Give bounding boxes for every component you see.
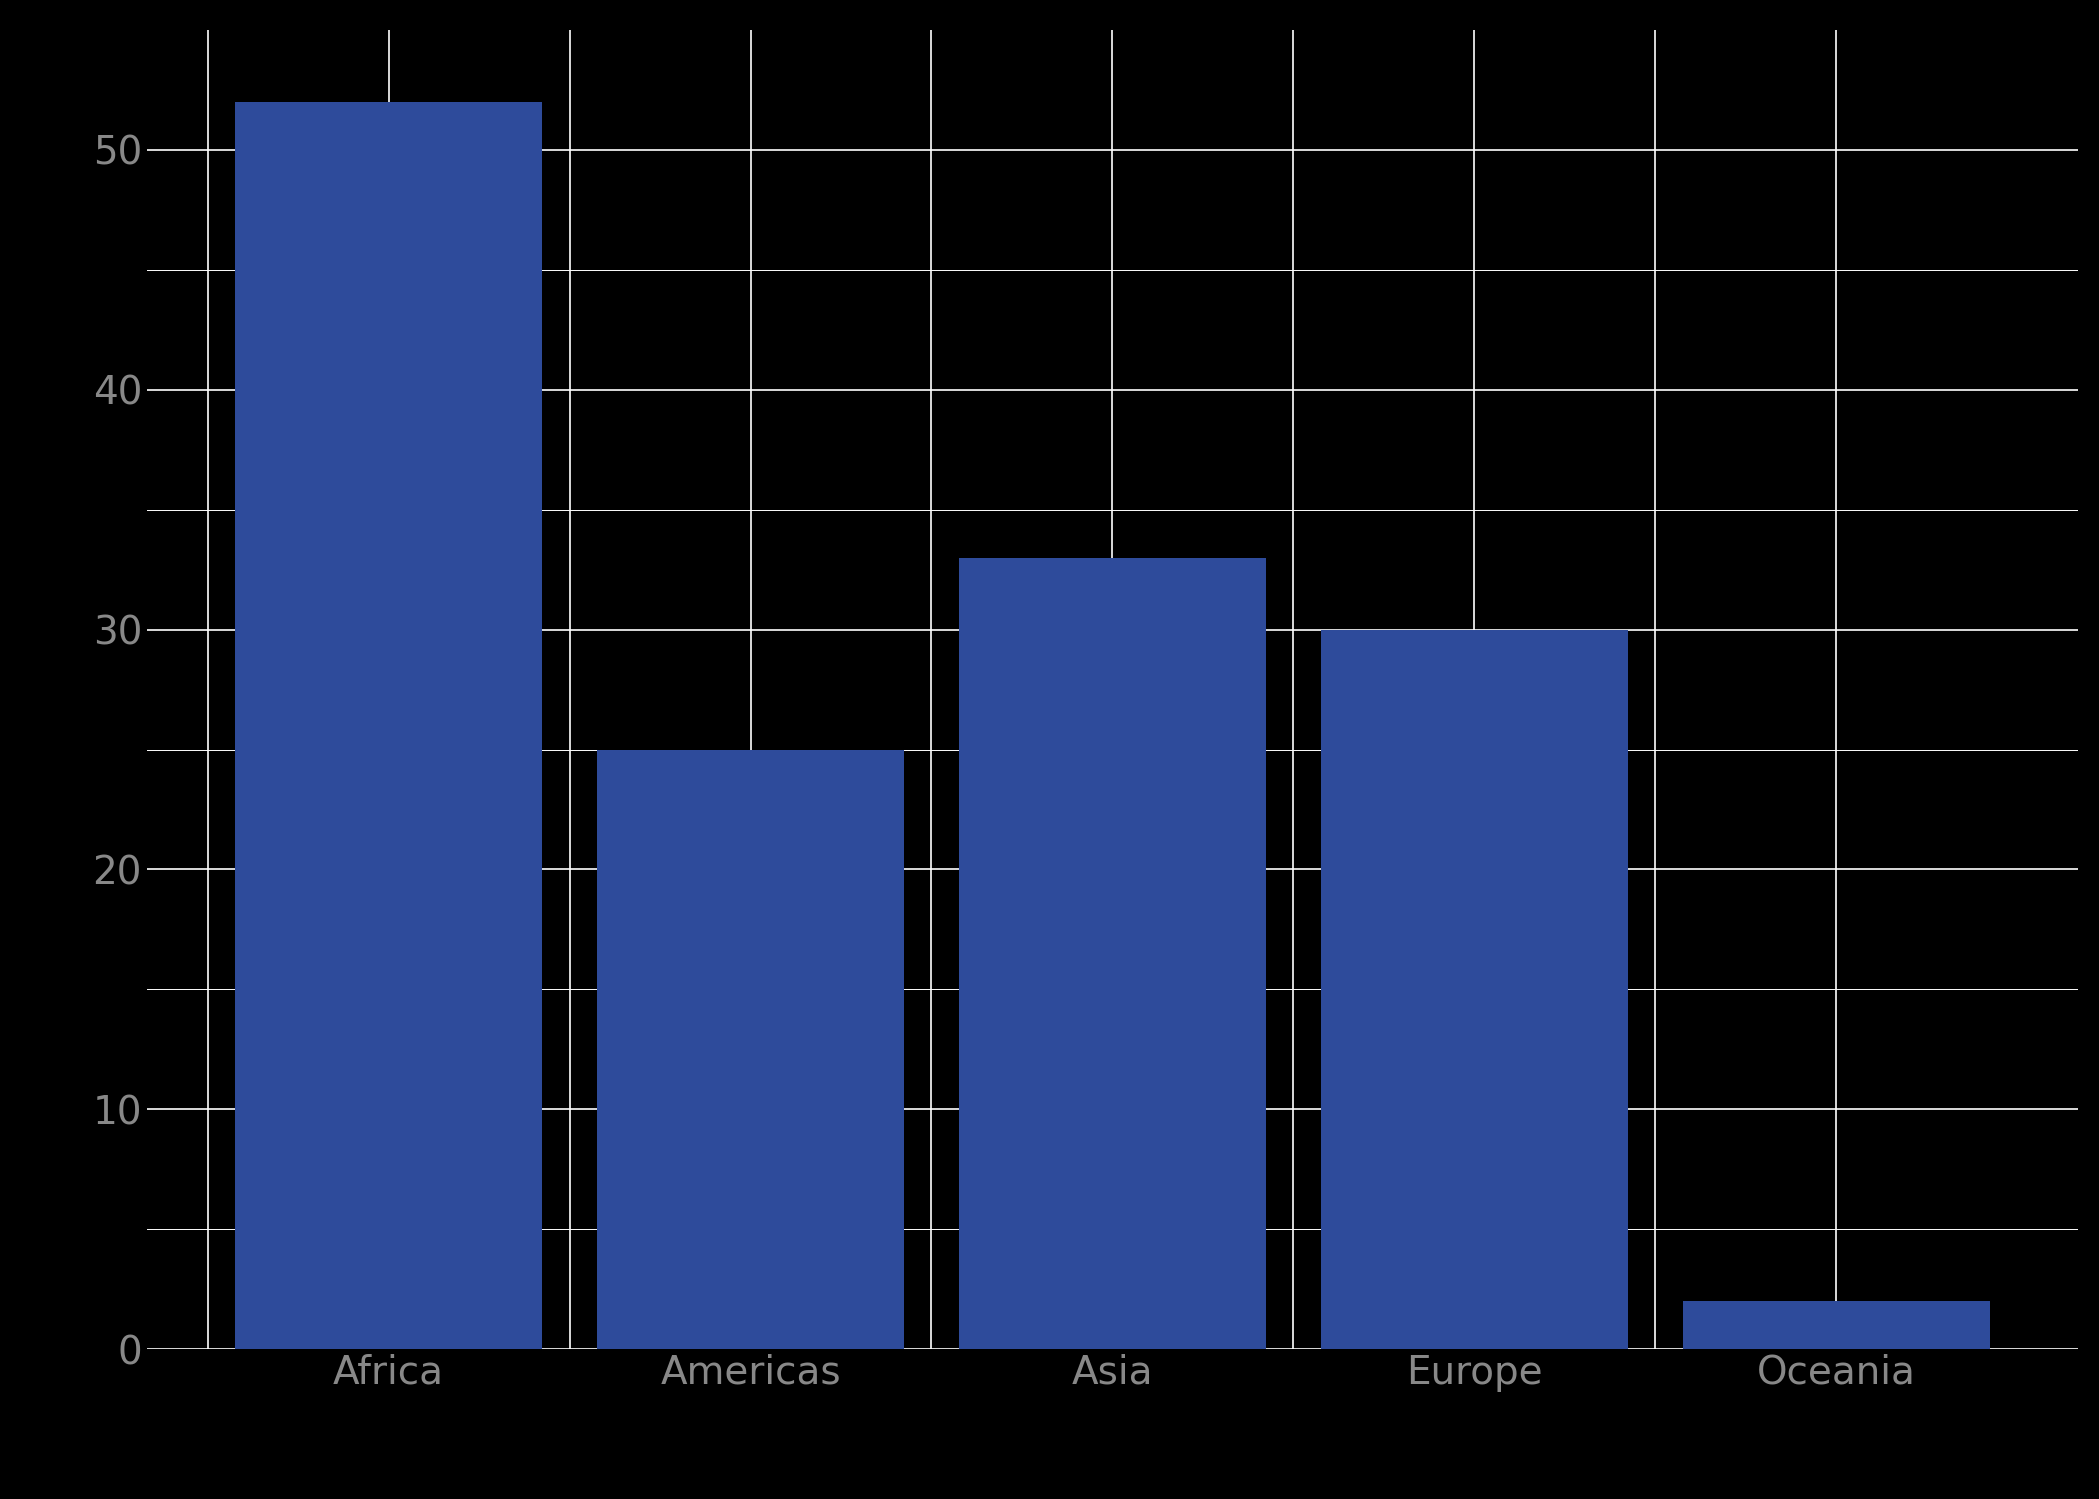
Bar <box>235 102 542 1349</box>
Bar <box>959 558 1266 1349</box>
Bar <box>1683 1301 1990 1349</box>
Bar <box>1320 630 1629 1349</box>
Bar <box>596 750 905 1349</box>
